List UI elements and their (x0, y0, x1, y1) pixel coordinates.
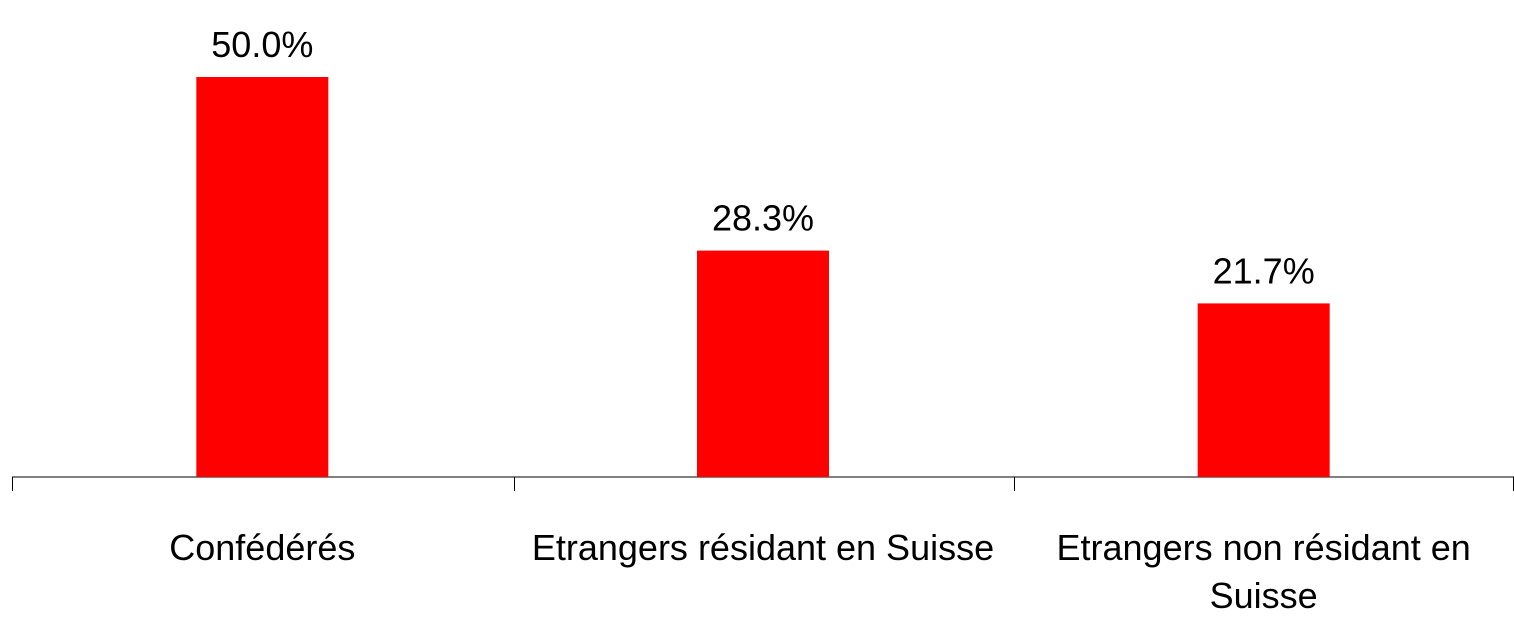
x-tick-label: Etrangers résidant en Suisse (531, 527, 995, 568)
x-tick-label: Etrangers non résidant en Suisse (1056, 527, 1471, 616)
value-label: 28.3% (712, 198, 814, 239)
x-tick-label: Confédérés (169, 527, 356, 568)
value-label: 50.0% (211, 24, 313, 65)
bar (697, 250, 829, 477)
value-label: 21.7% (1213, 250, 1315, 291)
bar (1197, 303, 1330, 477)
bar (196, 77, 329, 477)
